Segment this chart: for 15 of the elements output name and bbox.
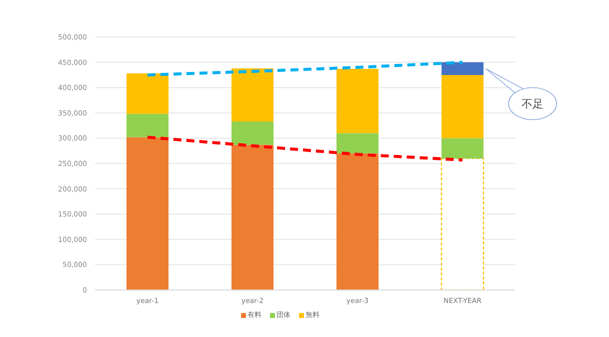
text: 不足 bbox=[522, 98, 544, 111]
bar bbox=[126, 73, 168, 114]
bar bbox=[232, 68, 274, 122]
line-series bbox=[146, 60, 464, 76]
bar bbox=[336, 153, 378, 290]
bar bbox=[442, 62, 484, 75]
bar bbox=[126, 137, 168, 290]
bar bbox=[126, 114, 168, 138]
line-series bbox=[146, 136, 464, 162]
bar bbox=[232, 122, 274, 145]
bar bbox=[442, 138, 484, 158]
bar bbox=[232, 144, 274, 290]
bar bbox=[336, 68, 378, 134]
bar bbox=[442, 74, 484, 138]
bar bbox=[336, 133, 378, 154]
